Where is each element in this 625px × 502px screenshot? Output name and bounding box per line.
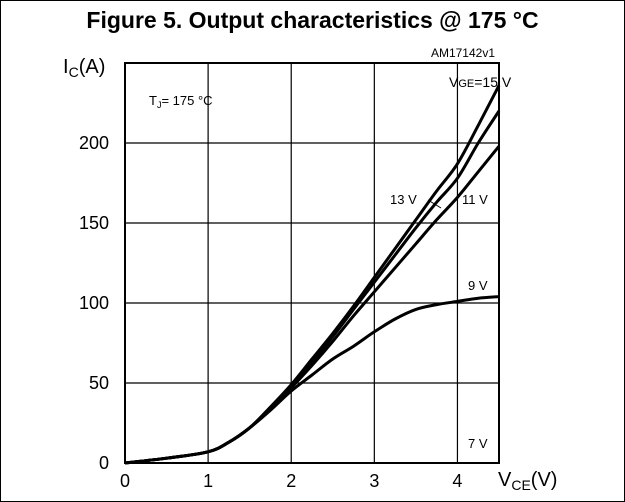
series-line-9-v xyxy=(124,295,500,465)
tick-labels: 0 1 2 3 4 0 50 100 150 200 xyxy=(79,133,462,491)
y-tick-label: 100 xyxy=(79,293,109,313)
y-tick-label: 150 xyxy=(79,213,109,233)
x-tick-label: 1 xyxy=(203,471,213,491)
y-axis-label: IC(A) xyxy=(63,56,105,80)
series-line-vge-15-v xyxy=(124,84,501,465)
chart-title: Figure 5. Output characteristics @ 175 °… xyxy=(86,7,539,33)
series-line-13-v xyxy=(124,110,501,465)
plot-border xyxy=(124,62,500,464)
y-tick-label: 0 xyxy=(99,453,109,473)
x-axis-label: VCE(V) xyxy=(498,469,557,493)
figure-id: AM17142v1 xyxy=(431,46,495,60)
grid xyxy=(125,63,499,463)
series-label-13v: 13 V xyxy=(390,192,417,207)
label-leader-13v xyxy=(427,199,442,209)
condition-annotation: TJ= 175 °C xyxy=(149,93,213,110)
curves xyxy=(124,84,501,465)
x-tick-label: 2 xyxy=(286,471,296,491)
series-label-vge-15v: VGE=15 V xyxy=(449,74,512,90)
x-tick-label: 3 xyxy=(369,471,379,491)
series-label-11v: 11 V xyxy=(462,192,488,207)
y-tick-label: 50 xyxy=(89,373,109,393)
x-tick-label: 4 xyxy=(452,471,462,491)
series-label-9v: 9 V xyxy=(468,278,488,293)
x-tick-label: 0 xyxy=(120,471,130,491)
y-tick-label: 200 xyxy=(79,133,109,153)
series-label-7v: 7 V xyxy=(468,436,488,451)
